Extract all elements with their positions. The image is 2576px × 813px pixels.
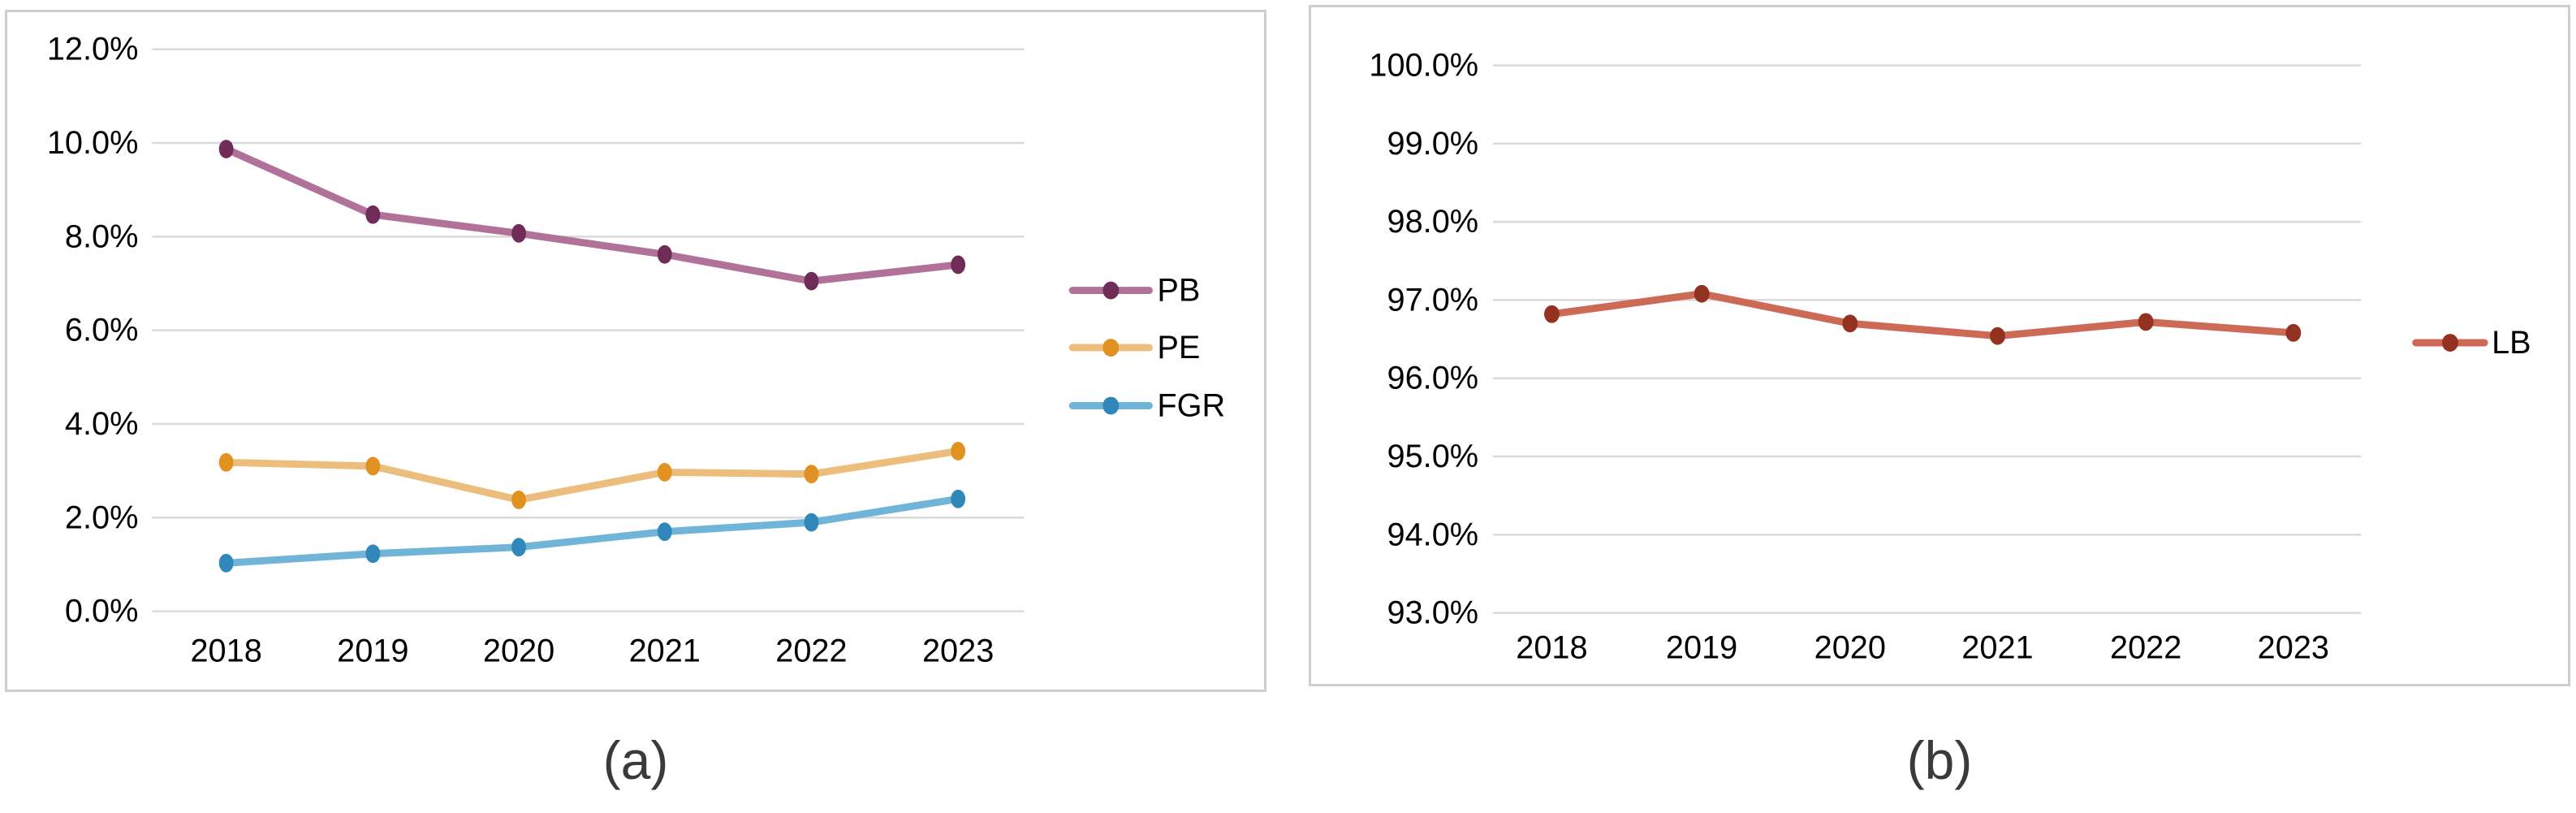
data-point-FGR-2021 [657, 522, 672, 542]
y-axis-tick-label: 93.0% [1387, 595, 1479, 631]
data-point-LB-2019 [1694, 284, 1710, 303]
data-point-PE-2021 [657, 462, 672, 482]
x-axis-tick-label: 2022 [2110, 629, 2181, 665]
series-line-FGR [222, 495, 962, 567]
y-axis-tick-label: 0.0% [65, 594, 139, 629]
x-axis-tick-label: 2021 [629, 633, 701, 668]
data-point-FGR-2018 [218, 553, 234, 573]
data-point-PE-2022 [804, 465, 819, 484]
data-point-FGR-2022 [804, 512, 819, 532]
y-axis-tick-label: 6.0% [65, 313, 139, 348]
x-axis-tick-label: 2020 [1814, 629, 1886, 665]
x-axis-tick-label: 2018 [190, 633, 261, 668]
data-point-PB-2018 [218, 140, 234, 158]
data-point-LB-2018 [1544, 305, 1560, 323]
data-point-PB-2023 [951, 255, 966, 275]
data-point-PB-2021 [657, 244, 672, 264]
data-point-LB-2023 [2285, 323, 2302, 342]
legend-item-PB: PB [1068, 273, 1200, 309]
chart-panel-b: 93.0% 94.0% 95.0% 96.0% 97.0% 98.0% 99.0% 100.0… [1309, 5, 2570, 686]
y-axis-tick-label: 12.0% [47, 32, 139, 67]
y-axis-tick-label: 100.0% [1369, 47, 1478, 83]
chart-panel-a: 0.0% 2.0% 4.0% 6.0% 8.0% 10.0% 12.0% 2018 2019 20… [5, 10, 1266, 692]
x-axis-tick-label: 2023 [922, 633, 994, 668]
x-axis-tick-label: 2019 [337, 633, 408, 668]
data-point-LB-2020 [1842, 314, 1858, 333]
legend-marker-FGR [1102, 396, 1120, 415]
y-axis-tick-label: 99.0% [1387, 126, 1479, 162]
data-point-PE-2019 [365, 456, 381, 476]
y-axis-tick-label: 4.0% [65, 406, 139, 442]
y-axis-tick-label: 98.0% [1387, 204, 1479, 240]
data-point-PB-2019 [365, 205, 381, 224]
series-line-LB [1547, 290, 2298, 340]
legend-marker-LB [2442, 334, 2458, 352]
data-point-LB-2022 [2138, 313, 2154, 331]
legend-label-FGR: FGR [1157, 388, 1225, 424]
series-line-PE [222, 447, 962, 504]
data-point-PE-2023 [951, 442, 966, 461]
data-point-LB-2021 [1990, 326, 2005, 345]
y-axis-tick-label: 94.0% [1387, 517, 1479, 552]
line-chart-a: 0.0% 2.0% 4.0% 6.0% 8.0% 10.0% 12.0% 2018 2019 20… [47, 32, 1225, 669]
y-axis-tick-label: 95.0% [1387, 439, 1479, 474]
x-axis-tick-label: 2020 [483, 633, 554, 668]
x-axis-tick-label: 2023 [2258, 629, 2329, 665]
y-axis-tick-label: 96.0% [1387, 361, 1479, 396]
legend-label-PE: PE [1157, 330, 1200, 365]
caption-a: (a) [602, 730, 669, 790]
y-axis-tick-label: 97.0% [1387, 282, 1479, 318]
legend-item-PE: PE [1068, 330, 1200, 365]
legend-item-LB: LB [2412, 325, 2531, 361]
legend-item-FGR: FGR [1068, 388, 1225, 424]
y-axis-tick-label: 10.0% [47, 125, 139, 161]
x-axis-tick-label: 2019 [1666, 629, 1737, 665]
data-point-PB-2022 [804, 271, 819, 291]
series-line-PB [222, 145, 962, 285]
y-axis-tick-label: 8.0% [65, 218, 139, 254]
legend-marker-PB [1102, 281, 1120, 300]
x-axis-tick-label: 2021 [1961, 629, 2033, 665]
data-point-PE-2020 [511, 491, 526, 509]
data-point-PE-2018 [218, 452, 234, 472]
legend-label-LB: LB [2492, 325, 2531, 361]
legend-marker-PE [1102, 339, 1120, 357]
data-point-FGR-2023 [951, 489, 966, 508]
x-axis-tick-label: 2018 [1516, 629, 1587, 665]
y-axis-tick-label: 2.0% [65, 499, 139, 535]
data-point-PB-2020 [511, 223, 526, 243]
caption-b: (b) [1906, 730, 1973, 790]
line-chart-b: 93.0% 94.0% 95.0% 96.0% 97.0% 98.0% 99.0% 100.0… [1369, 47, 2531, 665]
x-axis-tick-label: 2022 [775, 633, 847, 668]
legend-label-PB: PB [1157, 273, 1200, 309]
data-point-FGR-2020 [511, 538, 526, 557]
data-point-FGR-2019 [365, 544, 381, 564]
